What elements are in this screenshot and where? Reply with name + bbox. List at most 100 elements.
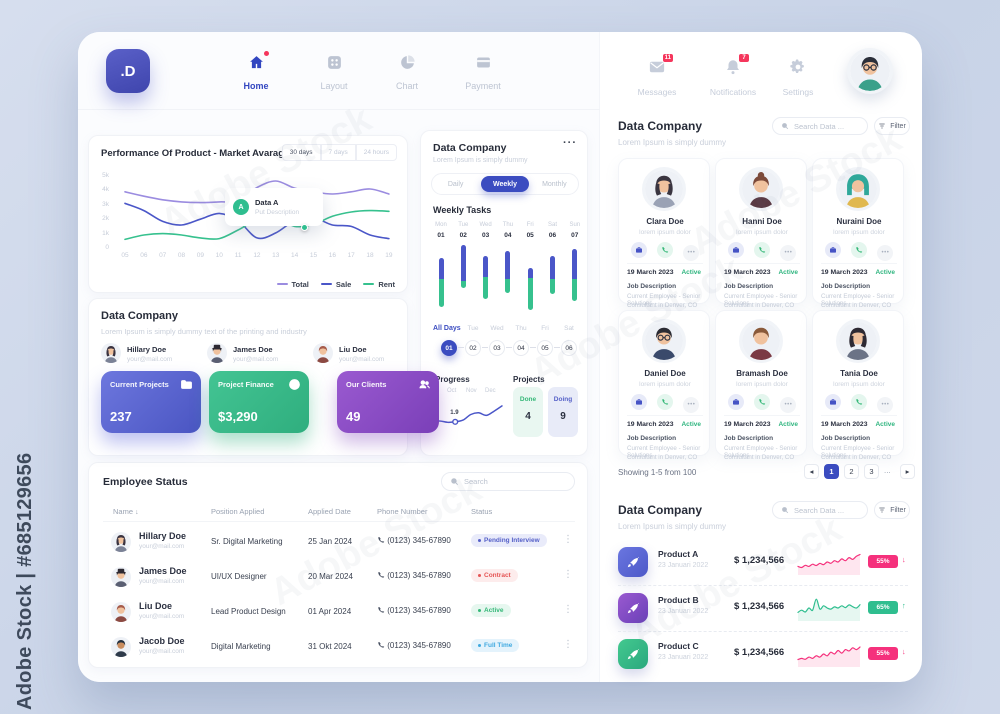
team-search[interactable] — [772, 117, 868, 135]
range-button-30-days[interactable]: 30 days — [281, 144, 321, 161]
stat-value: 237 — [110, 409, 132, 424]
stat-card-current-projects[interactable]: Current Projects 237 — [101, 371, 201, 433]
pagination-next[interactable]: ▸ — [900, 464, 915, 479]
nav-item-home[interactable]: Home — [221, 51, 291, 91]
briefcase-icon[interactable] — [824, 394, 841, 410]
day-button-03[interactable]: 03 — [489, 340, 505, 356]
team-card-clara-doe[interactable]: Clara Doe lorem ipsum dolor ••• 19 March… — [618, 158, 711, 309]
column-header-status[interactable]: Status — [471, 507, 493, 516]
app-logo[interactable]: .D — [106, 49, 150, 93]
stat-card-our-clients[interactable]: Our Clients 49 — [337, 371, 439, 433]
more-icon[interactable]: ••• — [877, 245, 894, 261]
team-card-tania-doe[interactable]: Tania Doe lorem ipsum dolor ••• 19 March… — [812, 310, 904, 461]
row-menu-icon[interactable]: ⋮ — [563, 639, 573, 650]
tab-monthly[interactable]: Monthly — [531, 174, 578, 194]
pagination-page-3[interactable]: 3 — [864, 464, 879, 479]
product-row-product-b[interactable]: Product B 23 Januari 2022 $ 1,234,566 65… — [618, 588, 910, 628]
more-icon[interactable]: ••• — [780, 397, 797, 413]
day-button-05[interactable]: 05 — [537, 340, 553, 356]
team-card-nuraini-doe[interactable]: Nuraini Doe lorem ipsum dolor ••• 19 Mar… — [812, 158, 904, 309]
table-divider — [103, 521, 575, 522]
employee-search[interactable] — [441, 472, 575, 491]
team-card-daniel-doe[interactable]: Daniel Doe lorem ipsum dolor ••• 19 Marc… — [618, 310, 710, 461]
pagination-page-1[interactable]: 1 — [824, 464, 839, 479]
member-actions: ••• — [716, 393, 808, 413]
day-button-01[interactable]: 01 — [441, 340, 457, 356]
filter-label: Filter — [890, 506, 906, 514]
more-icon[interactable]: ••• — [683, 397, 700, 413]
range-button-7-days[interactable]: 7 days — [320, 144, 356, 161]
team-filter-button[interactable]: Filter — [874, 117, 910, 135]
team-card-bramash-doe[interactable]: Bramash Doe lorem ipsum dolor ••• 19 Mar… — [715, 310, 808, 461]
topnav-messages[interactable]: 11 Messages — [619, 53, 695, 97]
x-tick: 17 — [347, 252, 355, 259]
briefcase-icon[interactable] — [727, 242, 744, 258]
y-tick: 1k — [102, 229, 109, 237]
product-row-product-c[interactable]: Product C 23 Januari 2022 $ 1,234,566 55… — [618, 634, 910, 674]
job-description-label: Job Description — [724, 435, 774, 442]
weekly-tasks-title: Weekly Tasks — [433, 205, 492, 215]
phone-icon[interactable] — [657, 394, 673, 410]
nav-item-payment[interactable]: Payment — [448, 54, 518, 91]
sort-icon[interactable]: ↓ — [135, 509, 139, 516]
products-search-input[interactable] — [794, 505, 859, 515]
row-menu-icon[interactable]: ⋮ — [563, 534, 573, 545]
phone-icon[interactable] — [851, 394, 867, 410]
y-tick: 4k — [102, 186, 109, 194]
all-days-label[interactable]: All Days — [433, 325, 461, 332]
employee-status-title: Employee Status — [103, 476, 188, 488]
column-header-applied-date[interactable]: Applied Date — [308, 507, 351, 516]
nav-item-layout[interactable]: Layout — [299, 54, 369, 91]
chart-tooltip: A Data A Put Description — [225, 188, 323, 226]
range-button-24-hours[interactable]: 24 hours — [355, 144, 397, 161]
pagination-page-2[interactable]: 2 — [844, 464, 859, 479]
product-price: $ 1,234,566 — [734, 555, 785, 566]
day-button-06[interactable]: 06 — [561, 340, 577, 356]
task-bar — [505, 250, 511, 293]
more-icon[interactable]: ••• — [780, 245, 797, 261]
stat-card-project-finance[interactable]: Project Finance $3,290 — [209, 371, 309, 433]
nav-item-chart[interactable]: Chart — [372, 54, 442, 91]
table-row[interactable]: James Doe your@mail.com UI/UX Designer 2… — [89, 560, 589, 595]
phone-icon[interactable] — [754, 394, 770, 410]
briefcase-icon[interactable] — [630, 394, 647, 410]
topnav-notifications[interactable]: 7 Notifications — [695, 53, 771, 97]
product-row-product-a[interactable]: Product A 23 Januari 2022 $ 1,234,566 55… — [618, 542, 910, 582]
team-search-input[interactable] — [794, 121, 859, 131]
company-person: Hillary Doe your@mail.com — [101, 343, 201, 363]
column-header-name[interactable]: Name ↓ — [113, 507, 139, 516]
product-price: $ 1,234,566 — [734, 601, 785, 612]
products-search[interactable] — [772, 501, 868, 519]
member-actions: ••• — [619, 241, 711, 261]
row-menu-icon[interactable]: ⋮ — [563, 604, 573, 615]
row-menu-icon[interactable]: ⋮ — [563, 569, 573, 580]
x-tick: 14 — [291, 252, 299, 259]
filter-label: Filter — [890, 122, 906, 130]
phone-icon[interactable] — [754, 242, 770, 258]
more-menu-icon[interactable]: ··· — [563, 137, 577, 149]
phone-icon[interactable] — [657, 242, 673, 258]
table-row[interactable]: Hillary Doe your@mail.com Sr. Digital Ma… — [89, 525, 589, 560]
profile-avatar[interactable] — [847, 48, 893, 94]
day-button-04[interactable]: 04 — [513, 340, 529, 356]
tab-daily[interactable]: Daily — [432, 174, 479, 194]
pagination-prev[interactable]: ◂ — [804, 464, 819, 479]
more-icon[interactable]: ••• — [877, 397, 894, 413]
phone-icon[interactable] — [851, 242, 867, 258]
table-row[interactable]: Liu Doe your@mail.com Lead Product Desig… — [89, 595, 589, 630]
products-filter-button[interactable]: Filter — [874, 501, 910, 519]
briefcase-icon[interactable] — [630, 242, 647, 258]
tab-weekly[interactable]: Weekly — [481, 176, 529, 192]
briefcase-icon[interactable] — [727, 394, 744, 410]
day-button-02[interactable]: 02 — [465, 340, 481, 356]
column-header-phone-number[interactable]: Phone Number — [377, 507, 428, 516]
column-header-position-applied[interactable]: Position Applied — [211, 507, 265, 516]
briefcase-icon[interactable] — [824, 242, 841, 258]
topnav-settings[interactable]: Settings — [760, 58, 836, 97]
more-icon[interactable]: ••• — [683, 245, 700, 261]
team-card-hanni-doe[interactable]: Hanni Doe lorem ipsum dolor ••• 19 March… — [715, 158, 807, 309]
table-row[interactable]: Jacob Doe your@mail.com Digital Marketin… — [89, 630, 589, 665]
performance-legend: Total Sale Rent — [265, 272, 395, 290]
employee-search-input[interactable] — [464, 477, 566, 486]
